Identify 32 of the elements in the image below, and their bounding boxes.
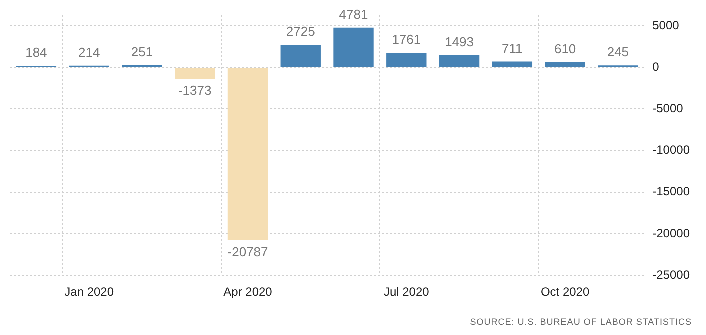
bar [334, 28, 374, 68]
bar [545, 62, 586, 68]
data-label: 4781 [339, 6, 368, 22]
bar [492, 62, 533, 68]
bar [439, 55, 480, 68]
x-tick-label: Oct 2020 [540, 285, 590, 300]
source-note: SOURCE: U.S. BUREAU OF LABOR STATISTICS [470, 317, 692, 327]
data-label: 711 [502, 40, 523, 56]
y-tick-label: 0 [652, 60, 660, 74]
data-label: -20787 [228, 244, 268, 260]
y-tick-label: 5000 [652, 18, 680, 32]
bar [228, 68, 268, 241]
y-tick-label: -5000 [652, 102, 684, 116]
data-label: 251 [131, 44, 154, 60]
data-label: -1373 [178, 83, 212, 98]
y-tick-label: -10000 [652, 143, 690, 158]
data-label: 184 [26, 45, 48, 60]
bar [175, 68, 216, 80]
y-tick-label: -25000 [652, 268, 690, 282]
data-label: 610 [554, 42, 576, 57]
y-tick-label: -20000 [652, 226, 690, 240]
data-label: 2725 [286, 24, 316, 40]
y-tick-label: -15000 [652, 184, 690, 199]
x-tick-label: Apr 2020 [224, 285, 273, 300]
data-label: 1761 [392, 32, 422, 48]
bar [280, 44, 321, 68]
data-label: 245 [607, 44, 630, 60]
x-tick-label: Jul 2020 [384, 285, 430, 300]
data-label: 1493 [445, 34, 474, 50]
bar [386, 52, 427, 68]
data-label: 214 [78, 44, 100, 60]
x-tick-label: Jan 2020 [64, 285, 114, 300]
